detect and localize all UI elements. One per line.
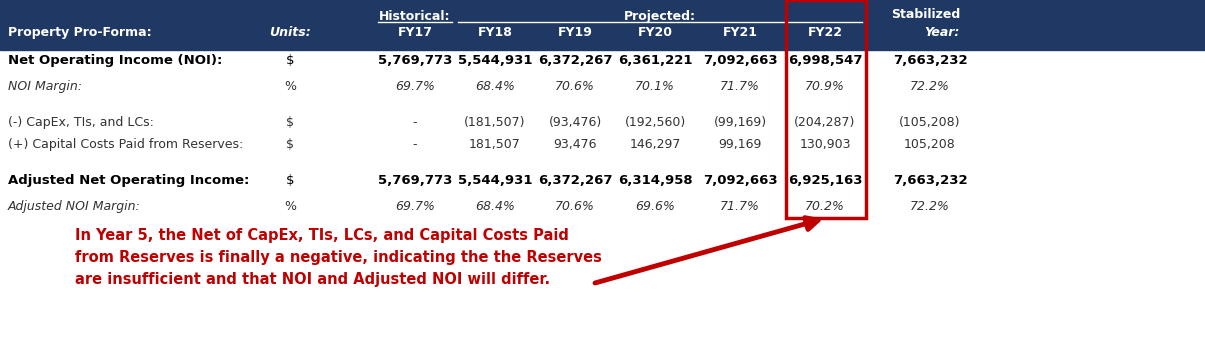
Text: 72.2%: 72.2%: [910, 80, 950, 93]
Text: FY17: FY17: [398, 26, 433, 39]
Text: 6,372,267: 6,372,267: [537, 54, 612, 67]
Text: -: -: [413, 116, 417, 129]
Text: 69.6%: 69.6%: [635, 200, 675, 213]
Text: 70.2%: 70.2%: [805, 200, 845, 213]
Text: 6,372,267: 6,372,267: [537, 174, 612, 187]
Text: 7,663,232: 7,663,232: [893, 174, 968, 187]
Text: Net Operating Income (NOI):: Net Operating Income (NOI):: [8, 54, 223, 67]
Text: NOI Margin:: NOI Margin:: [8, 80, 82, 93]
Text: (192,560): (192,560): [624, 116, 686, 129]
FancyArrowPatch shape: [595, 218, 818, 283]
Text: (105,208): (105,208): [899, 116, 960, 129]
Text: 5,544,931: 5,544,931: [458, 174, 533, 187]
Text: 181,507: 181,507: [469, 138, 521, 151]
Text: (99,169): (99,169): [713, 116, 766, 129]
Text: In Year 5, the Net of CapEx, TIs, LCs, and Capital Costs Paid
from Reserves is f: In Year 5, the Net of CapEx, TIs, LCs, a…: [75, 228, 601, 287]
Text: FY20: FY20: [637, 26, 672, 39]
Text: (204,287): (204,287): [794, 116, 856, 129]
Text: Historical:: Historical:: [380, 10, 451, 23]
Text: 6,361,221: 6,361,221: [618, 54, 692, 67]
Text: Property Pro-Forma:: Property Pro-Forma:: [8, 26, 152, 39]
Text: 7,092,663: 7,092,663: [703, 54, 777, 67]
Text: 6,998,547: 6,998,547: [788, 54, 863, 67]
Text: $: $: [286, 138, 294, 151]
Bar: [0, 0, 1205, 50]
Text: %: %: [284, 80, 296, 93]
Text: 69.7%: 69.7%: [395, 200, 435, 213]
Text: FY18: FY18: [477, 26, 512, 39]
Bar: [786, 0, 866, 218]
Text: 71.7%: 71.7%: [721, 200, 760, 213]
Text: FY19: FY19: [558, 26, 593, 39]
Text: 68.4%: 68.4%: [475, 200, 515, 213]
Text: %: %: [284, 200, 296, 213]
Text: 6,314,958: 6,314,958: [618, 174, 693, 187]
Text: 5,769,773: 5,769,773: [378, 174, 452, 187]
Text: 70.6%: 70.6%: [556, 80, 595, 93]
Text: Projected:: Projected:: [624, 10, 696, 23]
Text: (+) Capital Costs Paid from Reserves:: (+) Capital Costs Paid from Reserves:: [8, 138, 243, 151]
Text: 93,476: 93,476: [553, 138, 596, 151]
Text: $: $: [286, 174, 294, 187]
Text: 105,208: 105,208: [904, 138, 956, 151]
Text: Stabilized: Stabilized: [890, 8, 960, 21]
Text: 6,925,163: 6,925,163: [788, 174, 863, 187]
Text: $: $: [286, 54, 294, 67]
Text: 7,663,232: 7,663,232: [893, 54, 968, 67]
Text: (93,476): (93,476): [548, 116, 601, 129]
Text: 68.4%: 68.4%: [475, 80, 515, 93]
Text: Adjusted Net Operating Income:: Adjusted Net Operating Income:: [8, 174, 249, 187]
Text: (181,507): (181,507): [464, 116, 525, 129]
Text: Year:: Year:: [924, 26, 960, 39]
Text: FY21: FY21: [723, 26, 758, 39]
Text: 70.9%: 70.9%: [805, 80, 845, 93]
Text: 5,769,773: 5,769,773: [378, 54, 452, 67]
Text: -: -: [413, 138, 417, 151]
Text: $: $: [286, 116, 294, 129]
Text: 70.1%: 70.1%: [635, 80, 675, 93]
Text: 71.7%: 71.7%: [721, 80, 760, 93]
Text: Adjusted NOI Margin:: Adjusted NOI Margin:: [8, 200, 141, 213]
Text: 99,169: 99,169: [718, 138, 762, 151]
Text: 7,092,663: 7,092,663: [703, 174, 777, 187]
Text: FY22: FY22: [807, 26, 842, 39]
Text: 130,903: 130,903: [799, 138, 851, 151]
Text: 69.7%: 69.7%: [395, 80, 435, 93]
Text: (-) CapEx, TIs, and LCs:: (-) CapEx, TIs, and LCs:: [8, 116, 154, 129]
Text: 5,544,931: 5,544,931: [458, 54, 533, 67]
Text: 146,297: 146,297: [629, 138, 681, 151]
Text: 70.6%: 70.6%: [556, 200, 595, 213]
Text: 72.2%: 72.2%: [910, 200, 950, 213]
Text: Units:: Units:: [269, 26, 311, 39]
